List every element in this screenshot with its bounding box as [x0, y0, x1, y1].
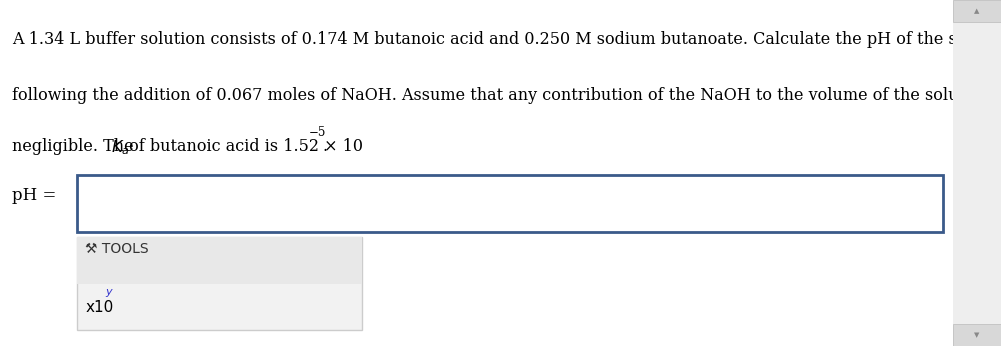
Text: ▼: ▼ [974, 332, 980, 338]
Bar [77, 175, 943, 232]
Text: y: y [105, 286, 112, 297]
Text: of butanoic acid is 1.52 × 10: of butanoic acid is 1.52 × 10 [124, 138, 363, 155]
Text: following the addition of 0.067 moles of NaOH. Assume that any contribution of t: following the addition of 0.067 moles of… [12, 86, 1001, 103]
Text: x10: x10 [85, 300, 113, 315]
Bar [77, 237, 362, 330]
Text: pH =: pH = [12, 187, 56, 204]
Text: −5: −5 [308, 126, 326, 139]
Bar [77, 237, 362, 284]
Bar [953, 0, 1001, 346]
Bar [953, 324, 1001, 346]
Text: .: . [322, 138, 328, 155]
Text: ⚒ TOOLS: ⚒ TOOLS [85, 242, 149, 256]
Text: ▲: ▲ [974, 8, 980, 14]
Text: negligible. The: negligible. The [12, 138, 139, 155]
Text: $K_a$: $K_a$ [110, 138, 129, 157]
Text: A 1.34 L buffer solution consists of 0.174 M butanoic acid and 0.250 M sodium bu: A 1.34 L buffer solution consists of 0.1… [12, 31, 1001, 48]
Bar [953, 0, 1001, 22]
